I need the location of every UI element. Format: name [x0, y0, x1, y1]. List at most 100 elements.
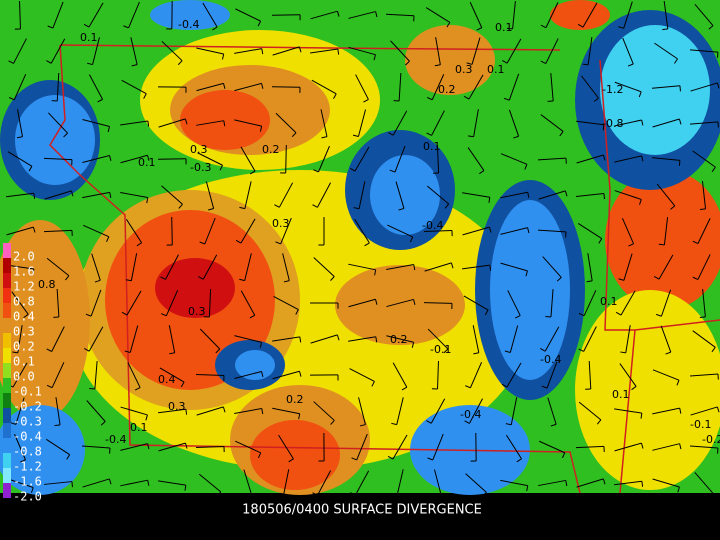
legend-label: -0.8: [13, 445, 42, 459]
caption: 180506/0400 SURFACE DIVERGENCE: [242, 503, 482, 518]
legend-label: 0.1: [13, 355, 35, 369]
wind-barb: [512, 1, 516, 29]
wind-barb: [547, 397, 557, 425]
contour-label: -0.4: [178, 18, 199, 31]
wind-barb-tick: [298, 413, 301, 420]
wind-barb-tick: [215, 348, 221, 354]
wind-barb-tick: [336, 11, 340, 17]
legend-label: -1.2: [13, 460, 42, 474]
wind-barb-tick: [413, 299, 416, 305]
wind-barb-tick: [388, 132, 394, 136]
wind-barb: [433, 469, 443, 497]
contour-label: 0.2: [262, 143, 280, 156]
wind-barb-tick: [136, 242, 142, 247]
wind-barb-tick: [199, 241, 205, 245]
wind-barb: [197, 152, 223, 166]
legend-swatch: [3, 408, 11, 423]
wind-barb: [120, 406, 148, 416]
wind-barb: [386, 264, 414, 270]
wind-barb: [506, 38, 522, 64]
wind-barb: [208, 288, 212, 318]
wind-barb: [348, 336, 376, 342]
wind-barb: [537, 229, 567, 233]
wind-barb-tick: [678, 160, 681, 167]
wind-barb-tick: [143, 93, 147, 99]
legend-label: -0.3: [13, 415, 42, 429]
wind-barb-tick: [653, 275, 660, 280]
wind-barb: [430, 398, 446, 424]
contour-label: -0.3: [190, 161, 211, 174]
contour-label: 0.3: [190, 143, 208, 156]
wind-barb: [622, 37, 634, 65]
wind-barb-tick: [398, 207, 405, 211]
wind-barb: [540, 114, 564, 132]
wind-barb: [537, 157, 567, 161]
wind-barb-tick: [222, 53, 225, 60]
wind-barb: [13, 38, 27, 64]
contour-label: 0.2: [286, 393, 304, 406]
wind-barb-tick: [275, 241, 281, 245]
wind-barb-tick: [32, 226, 36, 233]
wind-barb: [234, 370, 262, 380]
wind-barb: [14, 433, 26, 461]
contour-label: 0.3: [188, 305, 206, 318]
wind-barb: [348, 11, 376, 19]
wind-barb: [46, 438, 70, 456]
legend-label: 1.2: [13, 280, 35, 294]
wind-barb: [44, 190, 72, 200]
contour-label: 0.3: [455, 63, 473, 76]
wind-barb: [576, 154, 604, 164]
wind-barb: [313, 401, 335, 421]
wind-barb: [91, 253, 101, 281]
wind-barb-tick: [427, 457, 433, 461]
wind-barb-tick: [679, 443, 682, 450]
legend-swatch: [3, 423, 11, 438]
wind-barb: [348, 263, 376, 271]
wind-barb: [198, 473, 222, 493]
wind-barb: [469, 2, 483, 28]
wind-barb: [121, 79, 147, 95]
contour-label: -0.2: [702, 433, 720, 446]
wind-barb-tick: [375, 11, 378, 18]
contour-label: 0.1: [487, 63, 505, 76]
wind-barb-tick: [463, 95, 470, 100]
wind-barb-tick: [312, 204, 318, 208]
wind-barb-tick: [288, 458, 294, 463]
wind-barb-tick: [565, 480, 568, 487]
wind-barb-tick: [184, 118, 188, 125]
wind-barb-tick: [473, 352, 479, 355]
wind-barb-tick: [641, 481, 644, 487]
wind-barb: [204, 217, 216, 245]
wind-barb-tick: [219, 165, 223, 171]
wind-barb-tick: [180, 381, 185, 388]
wind-barb-tick: [639, 199, 642, 205]
wind-barb: [424, 262, 452, 272]
wind-barb: [506, 362, 522, 388]
contour-label: -0.4: [540, 353, 561, 366]
wind-barb: [462, 226, 490, 236]
wind-barb-tick: [249, 314, 255, 319]
wind-barb: [313, 257, 335, 277]
wind-barb: [652, 369, 680, 381]
contour-label: -0.8: [602, 117, 623, 130]
wind-barb-tick: [295, 309, 299, 315]
wind-barb-tick: [540, 348, 546, 352]
legend-swatch: [3, 273, 11, 288]
wind-barb: [545, 2, 559, 28]
legend-swatch: [3, 378, 11, 393]
wind-barb-tick: [503, 97, 510, 101]
legend-label: -0.4: [13, 430, 42, 444]
wind-barb: [663, 1, 669, 29]
wind-barb: [619, 363, 637, 387]
wind-barb-tick: [83, 23, 90, 28]
wind-barb: [199, 328, 221, 350]
legend-label: 0.0: [13, 370, 35, 384]
wind-barb: [273, 296, 299, 310]
wind-barb-tick: [259, 125, 263, 132]
wind-barb-tick: [411, 342, 415, 348]
wind-barb: [354, 218, 370, 244]
wind-barb: [614, 155, 642, 163]
wind-barb: [318, 145, 330, 173]
wind-barb: [652, 478, 680, 488]
